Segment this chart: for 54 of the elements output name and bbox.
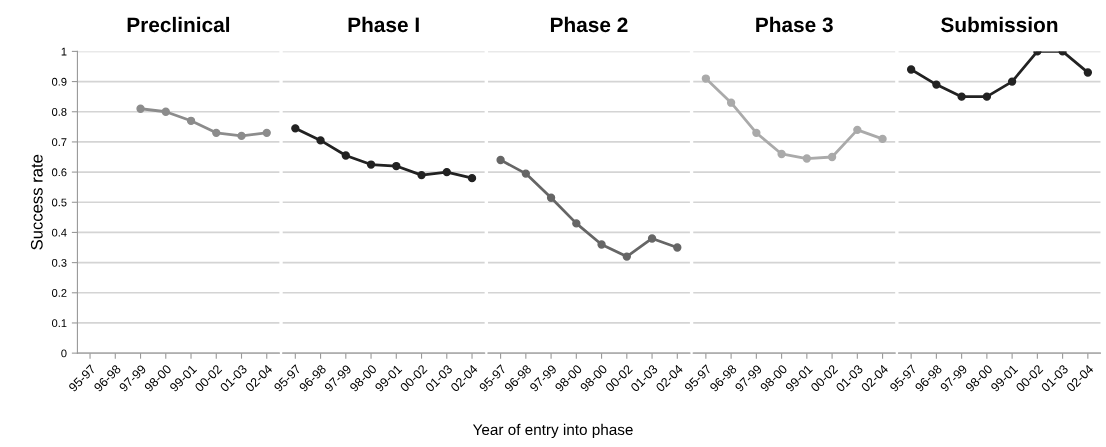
point (237, 131, 246, 141)
point (982, 92, 992, 101)
point (442, 167, 451, 177)
point (316, 136, 325, 145)
y-tick-label: 0.9 (51, 77, 67, 86)
x-axis-title: Year of entry into phase (472, 423, 633, 439)
chart-title: Phase I (348, 16, 419, 33)
point (467, 173, 477, 183)
y-tick-label: 0.2 (51, 289, 67, 297)
point (957, 92, 966, 101)
point (597, 240, 606, 249)
y-tick-label: 0.6 (51, 168, 67, 177)
point (417, 170, 426, 180)
point (878, 134, 887, 144)
y-tick-label: 0.1 (51, 319, 67, 328)
y-tick-label: 1 (61, 47, 67, 56)
y-tick-label: 0 (61, 349, 67, 358)
point (366, 160, 376, 169)
y-tick-label: 0.4 (51, 228, 67, 237)
chart-title: Preclinical (127, 16, 230, 33)
y-tick-label: 0.8 (51, 108, 67, 116)
point (752, 128, 761, 138)
point (777, 149, 786, 159)
point (622, 252, 631, 261)
y-tick-label: 0.5 (51, 198, 67, 207)
point (572, 219, 581, 228)
point (496, 155, 505, 165)
point (647, 234, 657, 243)
y-axis-title: Success rate (30, 154, 43, 250)
point (392, 161, 401, 171)
point (262, 128, 271, 138)
point (1083, 68, 1093, 77)
point (136, 104, 145, 113)
point (186, 116, 196, 125)
y-tick-label: 0.7 (51, 138, 67, 147)
point (701, 74, 711, 83)
y-tick-label: 0.3 (51, 258, 67, 267)
chart-title: Submission (941, 16, 1058, 33)
point (726, 98, 736, 107)
chart-title: Phase 2 (550, 16, 628, 33)
point (291, 124, 300, 133)
chart-title: Phase 3 (756, 16, 833, 33)
point (212, 128, 221, 138)
point (161, 107, 170, 116)
point (932, 80, 941, 89)
point (802, 154, 812, 163)
point (906, 65, 916, 74)
point (521, 169, 531, 178)
point (546, 193, 556, 202)
point (827, 152, 837, 162)
point (673, 243, 682, 252)
point (1007, 77, 1017, 86)
point (853, 125, 862, 135)
point (341, 151, 350, 160)
